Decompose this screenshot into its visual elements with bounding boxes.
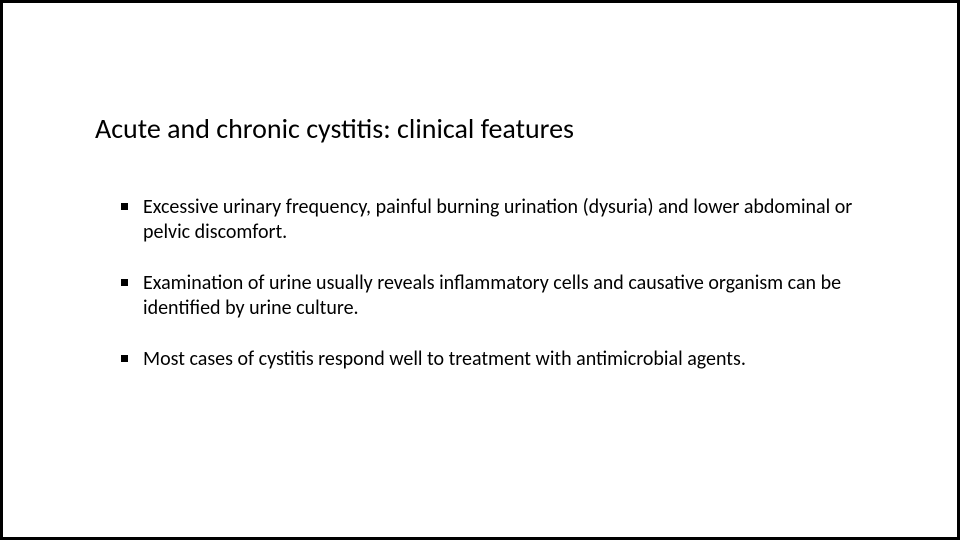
list-item: Examination of urine usually reveals inf…: [143, 271, 877, 321]
slide-title: Acute and chronic cystitis: clinical fea…: [95, 111, 574, 146]
list-item: Most cases of cystitis respond well to t…: [143, 347, 877, 372]
bullet-list: Excessive urinary frequency, painful bur…: [143, 195, 877, 398]
slide-frame: Acute and chronic cystitis: clinical fea…: [0, 0, 960, 540]
list-item: Excessive urinary frequency, painful bur…: [143, 195, 877, 245]
